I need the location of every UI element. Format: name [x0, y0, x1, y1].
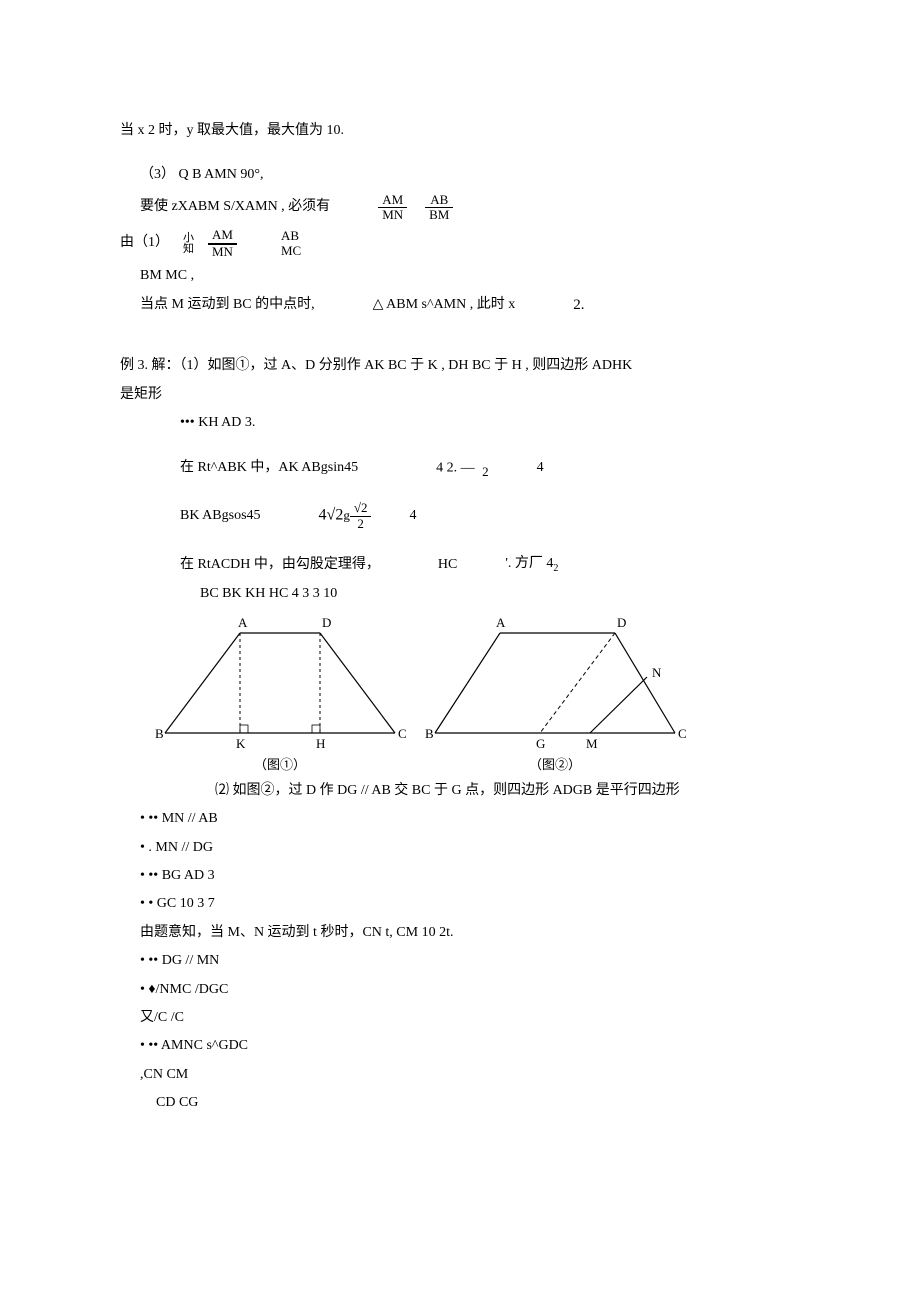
midpoint-a: 当点 M 运动到 BC 的中点时, [140, 294, 315, 316]
bul-6: • •• DG // MN [120, 950, 800, 972]
line-midpoint: 当点 M 运动到 BC 的中点时, △ ABM s^AMN , 此时 x 2. [120, 293, 800, 317]
bul-10: ,CN CM [120, 1064, 800, 1086]
part2-head: ⑵ 如图②，过 D 作 DG // AB 交 BC 于 G 点，则四边形 ADG… [120, 780, 800, 802]
ex3-head2: 是矩形 [120, 384, 800, 406]
ex3-ak: 在 Rt^ABK 中，AK ABgsin45 4 2. — 2 4 [120, 457, 800, 480]
req-text: 要使 zXABM S/XAMN , 必须有 [140, 196, 330, 218]
line-requirement: 要使 zXABM S/XAMN , 必须有 AM MN AB BM [120, 193, 800, 223]
fig2-A: A [496, 615, 506, 630]
fig1-D: D [322, 615, 331, 630]
midpoint-c: 2. [573, 293, 584, 317]
figure-1: A D B K H C （图①） [150, 613, 410, 776]
fig2-N: N [652, 665, 662, 680]
from1-text: 由（1） [120, 232, 169, 254]
figures-row: A D B K H C （图①） A D N B G M C （图②） [150, 613, 800, 776]
fig2-G: G [536, 736, 545, 751]
bul-3: • •• BG AD 3 [120, 865, 800, 887]
line-xy-max: 当 x 2 时，y 取最大值，最大值为 10. [120, 120, 800, 142]
frac-am-mn2: AM MN [208, 228, 237, 259]
fig2-M: M [586, 736, 598, 751]
line-bm-mc: BM MC , [120, 265, 800, 287]
ex3-bk: BK ABgsos45 4√2g √2 2 4 [120, 501, 800, 531]
fig1-A: A [238, 615, 248, 630]
ex3-bc: BC BK KH HC 4 3 3 10 [120, 583, 800, 605]
line-from1: 由（1） 小 知 AM MN AB MC [120, 228, 800, 259]
fig2-caption: （图②） [420, 755, 690, 776]
line-part3: （3） Q B AMN 90°, [120, 164, 800, 186]
bul-4: • • GC 10 3 7 [120, 893, 800, 915]
hc-text: 在 RtACDH 中，由勾股定理得， [180, 554, 380, 576]
fig2-B: B [425, 726, 434, 741]
bul-5: 由题意知，当 M、N 运动到 t 秒时，CN t, CM 10 2t. [120, 922, 800, 944]
figure-2: A D N B G M C （图②） [420, 613, 690, 776]
bul-2: • . MN // DG [120, 837, 800, 859]
bk-res: 4 [409, 505, 416, 527]
fig1-caption: （图①） [150, 755, 410, 776]
bul-11: CD CG [120, 1092, 800, 1114]
bul-9: • •• AMNC s^GDC [120, 1035, 800, 1057]
frac-ab-mc: AB MC [277, 229, 305, 258]
ak-res: 4 [537, 457, 544, 479]
bul-7: • ♦/NMC /DGC [120, 979, 800, 1001]
ex3-hc: 在 RtACDH 中，由勾股定理得， HC '. 方厂 42 [120, 553, 800, 577]
ak-val: 4 2. — 2 [436, 457, 493, 480]
hc-sym: HC [438, 554, 457, 576]
midpoint-b: △ ABM s^AMN , 此时 x [373, 294, 516, 316]
fig2-D: D [617, 615, 626, 630]
bk-text: BK ABgsos45 [180, 505, 261, 527]
frac-am-mn: AM MN [378, 193, 407, 223]
fig2-C: C [678, 726, 687, 741]
ex3-head: 例 3. 解：（1）如图①，过 A、D 分别作 AK BC 于 K , DH B… [120, 355, 800, 377]
bul-8: 又/C /C [120, 1007, 800, 1029]
small-bot: 知 [183, 244, 194, 255]
bk-expr: 4√2g √2 2 [319, 501, 372, 531]
fig1-C: C [398, 726, 407, 741]
bul-1: • •• MN // AB [120, 808, 800, 830]
fig1-K: K [236, 736, 246, 751]
fig1-B: B [155, 726, 164, 741]
ex3-kh: ••• KH AD 3. [120, 412, 800, 434]
hc-val: '. 方厂 42 [505, 553, 558, 577]
ak-text: 在 Rt^ABK 中，AK ABgsin45 [180, 457, 358, 479]
frac-ab-bm: AB BM [425, 193, 453, 223]
fig1-H: H [316, 736, 325, 751]
